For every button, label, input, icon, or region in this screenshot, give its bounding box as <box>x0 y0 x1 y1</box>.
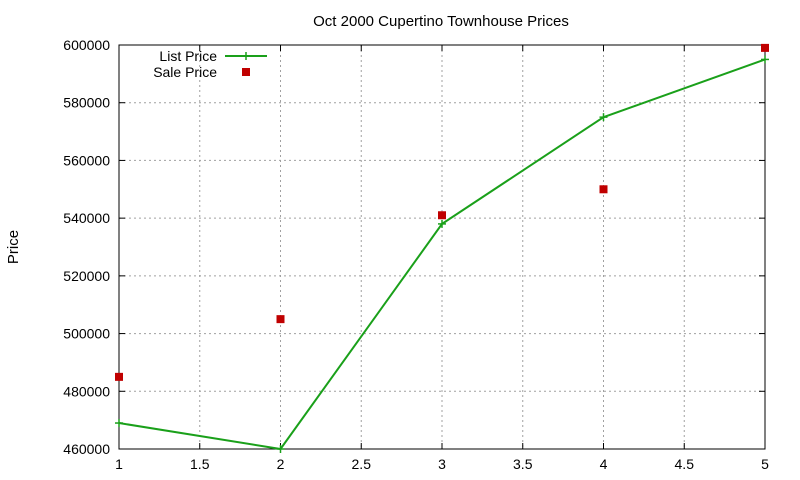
x-tick-label: 3 <box>438 456 446 472</box>
y-tick-label: 600000 <box>63 37 110 53</box>
sale-price-point <box>438 211 446 220</box>
sale-price-point <box>599 185 608 194</box>
legend-point-swatch <box>242 68 250 76</box>
y-tick-label: 520000 <box>63 268 110 284</box>
series-layer <box>115 43 769 453</box>
x-tick-label: 2 <box>277 456 285 472</box>
legend-label: Sale Price <box>153 64 217 80</box>
grid-lines <box>118 44 766 450</box>
x-tick-label: 2.5 <box>352 456 372 472</box>
y-axis-label: Price <box>5 230 22 264</box>
x-tick-label: 3.5 <box>513 456 533 472</box>
y-tick-label: 500000 <box>63 326 110 342</box>
x-tick-label: 5 <box>761 456 769 472</box>
y-tick-label: 580000 <box>63 95 110 111</box>
y-tick-label: 540000 <box>63 210 110 226</box>
legend-label: List Price <box>159 48 217 64</box>
list-price-point <box>761 55 769 64</box>
list-price-point <box>599 113 608 122</box>
sale-price-point <box>761 43 769 52</box>
list-price-point <box>115 419 123 428</box>
x-tick-label: 1 <box>115 456 123 472</box>
legend-point-swatch <box>242 52 250 60</box>
sale-price-point <box>276 315 285 324</box>
x-tick-label: 4 <box>600 456 608 472</box>
list-price-point <box>276 445 285 453</box>
x-tick-label: 1.5 <box>190 456 210 472</box>
y-tick-label: 480000 <box>63 383 110 399</box>
list-price-point <box>438 219 446 228</box>
y-tick-label: 560000 <box>63 152 110 168</box>
x-axis-ticks: 1 1.5 2 2.5 3 3.5 4 4.5 5 <box>115 45 769 472</box>
sale-price-point <box>115 372 123 381</box>
y-tick-label: 460000 <box>63 441 110 457</box>
y-axis-ticks: 460000 480000 500000 520000 540000 560000 5800… <box>63 37 765 457</box>
x-tick-label: 4.5 <box>675 456 695 472</box>
chart-title: Oct 2000 Cupertino Townhouse Prices <box>313 13 569 30</box>
